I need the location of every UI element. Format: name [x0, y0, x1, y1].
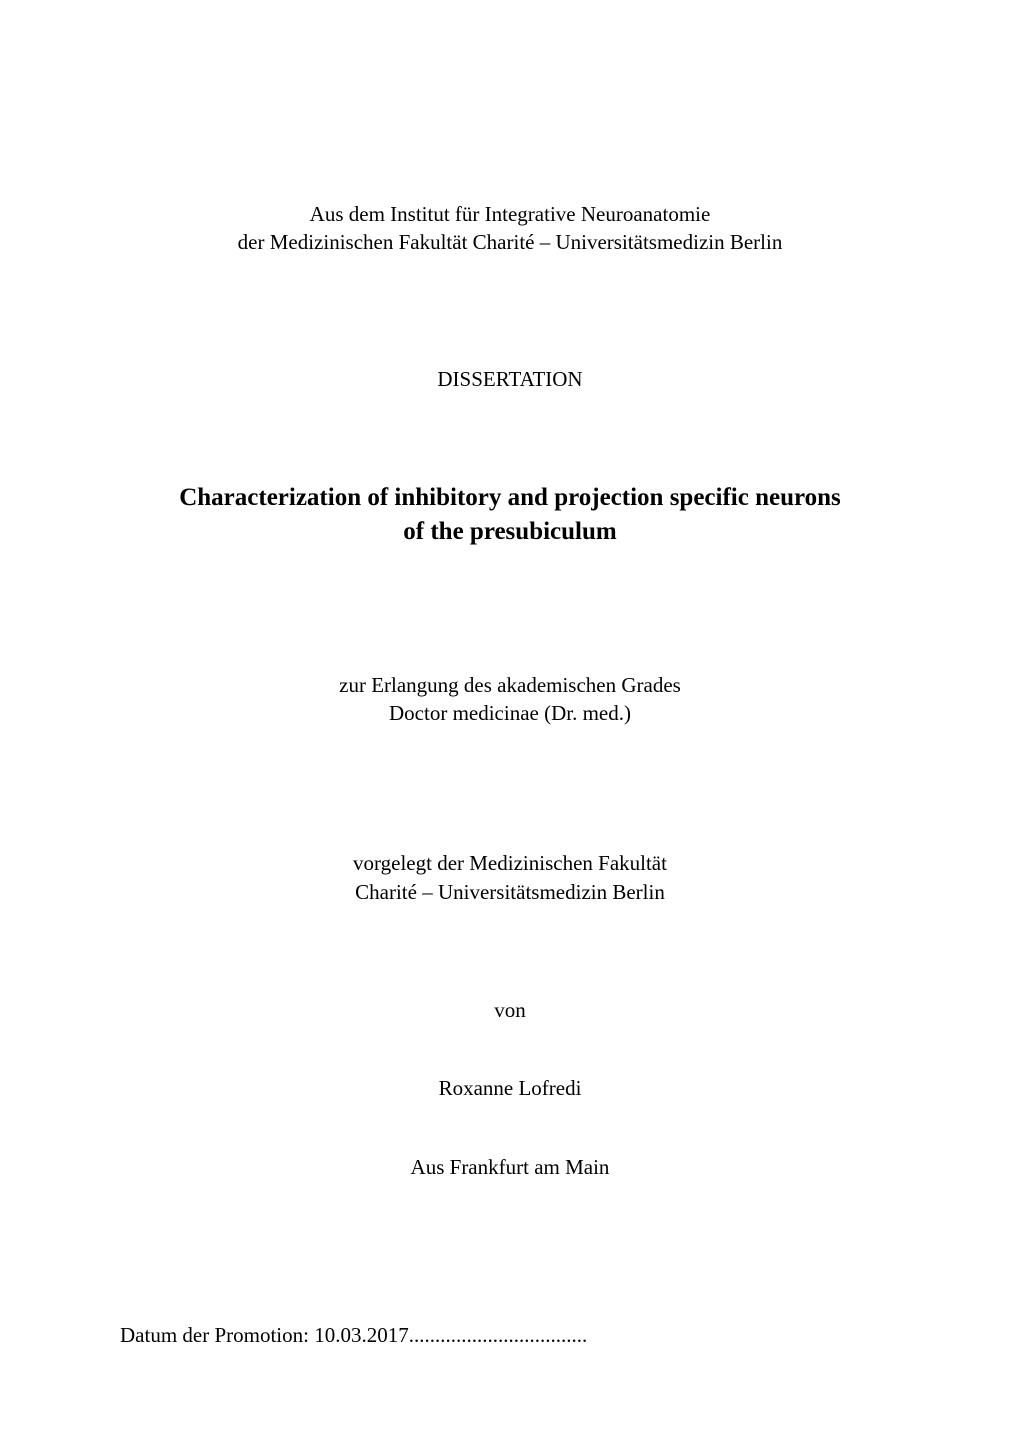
- author-name: Roxanne Lofredi: [120, 1074, 900, 1102]
- title-line-2: of the presubiculum: [120, 515, 900, 549]
- institute-line-2: der Medizinischen Fakultät Charité – Uni…: [120, 228, 900, 256]
- institute-affiliation: Aus dem Institut für Integrative Neuroan…: [120, 200, 900, 257]
- promotion-date: Datum der Promotion: 10.03.2017.........…: [120, 1321, 900, 1349]
- title-line-1: Characterization of inhibitory and proje…: [120, 481, 900, 515]
- degree-line-1: zur Erlangung des akademischen Grades: [120, 671, 900, 699]
- degree-purpose: zur Erlangung des akademischen Grades Do…: [120, 671, 900, 728]
- document-type-label: DISSERTATION: [120, 365, 900, 393]
- submitted-line-2: Charité – Universitätsmedizin Berlin: [120, 878, 900, 906]
- author-origin: Aus Frankfurt am Main: [120, 1153, 900, 1181]
- submitted-to-faculty: vorgelegt der Medizinischen Fakultät Cha…: [120, 849, 900, 906]
- degree-line-2: Doctor medicinae (Dr. med.): [120, 699, 900, 727]
- submitted-line-1: vorgelegt der Medizinischen Fakultät: [120, 849, 900, 877]
- institute-line-1: Aus dem Institut für Integrative Neuroan…: [120, 200, 900, 228]
- by-label: von: [120, 996, 900, 1024]
- dissertation-title: Characterization of inhibitory and proje…: [120, 481, 900, 549]
